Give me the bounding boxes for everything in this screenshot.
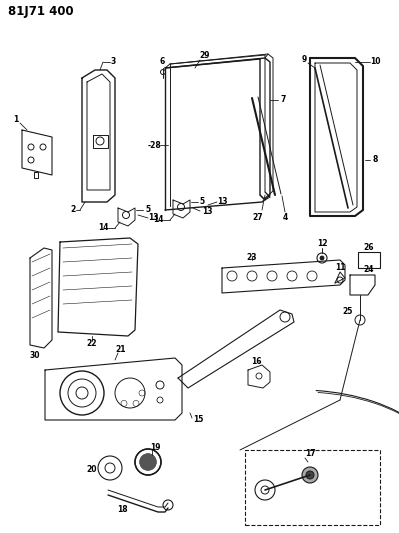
Text: 2: 2 [70,206,76,214]
Text: 21: 21 [116,345,126,354]
Text: 6: 6 [159,58,165,67]
Text: 9: 9 [301,55,306,64]
Text: 5: 5 [146,206,150,214]
Text: 3: 3 [111,58,116,67]
Text: 17: 17 [305,449,315,458]
Text: 14: 14 [98,223,108,232]
Text: 12: 12 [317,239,327,248]
Text: 4: 4 [282,214,288,222]
Circle shape [140,454,156,470]
Text: 5: 5 [200,198,205,206]
Text: 16: 16 [251,358,261,367]
Text: 13: 13 [148,214,158,222]
Text: 22: 22 [87,338,97,348]
Text: 18: 18 [117,505,127,514]
Text: 11: 11 [335,263,345,272]
Text: 24: 24 [364,265,374,274]
Text: 19: 19 [150,443,160,453]
Text: 13: 13 [202,206,212,215]
Text: 13: 13 [217,198,227,206]
Text: 30: 30 [30,351,40,359]
Bar [245,450,380,525]
Text: 81J71 400: 81J71 400 [8,5,74,19]
Circle shape [320,256,324,260]
Text: 26: 26 [364,244,374,253]
Text: 20: 20 [87,465,97,474]
Circle shape [302,467,318,483]
Text: 29: 29 [200,51,210,60]
Circle shape [306,471,314,479]
Text: 25: 25 [343,308,353,317]
Text: 23: 23 [247,254,257,262]
Text: 8: 8 [372,156,378,165]
Text: 15: 15 [193,416,203,424]
Text: 14: 14 [153,215,163,224]
Text: 10: 10 [370,58,380,67]
Bar [358,252,380,268]
Text: 7: 7 [280,95,286,104]
Text: 1: 1 [14,116,19,125]
Text: 27: 27 [253,214,263,222]
Text: -28: -28 [148,141,162,149]
